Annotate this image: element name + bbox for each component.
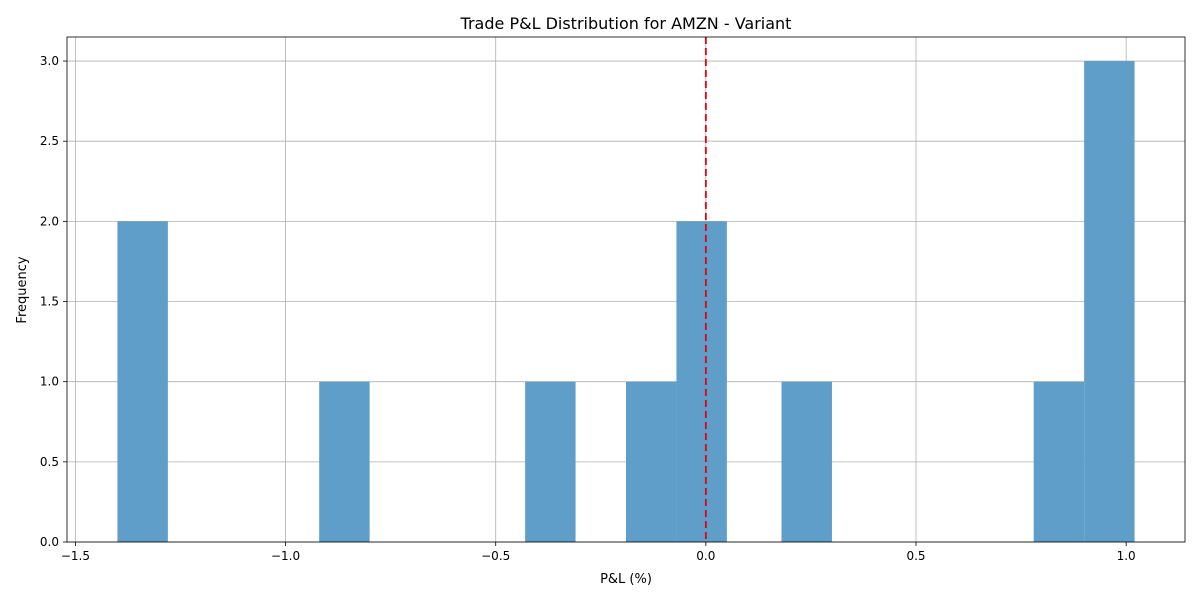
x-tick-label: 0.0 [696,549,715,563]
chart-title: Trade P&L Distribution for AMZN - Varian… [460,14,792,33]
y-axis-ticks: 0.0 0.5 1.0 1.5 2.0 2.5 3.0 [40,54,67,549]
histogram-bars [117,61,1135,543]
histogram-bar [781,381,832,542]
histogram-bar [117,221,168,542]
histogram-bar [1033,381,1085,542]
histogram-bar [525,381,576,542]
y-tick-label: 1.5 [40,295,59,309]
x-tick-label: 0.5 [906,549,925,563]
y-axis-label: Frequency [15,256,30,323]
x-axis-label: P&L (%) [600,572,652,587]
y-tick-label: 3.0 [40,54,59,68]
histogram-bar [1084,61,1135,543]
y-tick-label: 2.5 [40,134,59,148]
y-tick-label: 1.0 [40,375,59,389]
y-tick-label: 0.0 [40,535,59,549]
y-tick-label: 0.5 [40,455,59,469]
histogram-bar [626,381,677,542]
histogram-bar [676,221,727,542]
histogram-bar [319,381,370,542]
x-tick-label: −0.5 [481,549,510,563]
x-tick-label: −1.5 [61,549,90,563]
plot-frame [66,36,1186,543]
x-tick-label: −1.0 [271,549,300,563]
y-tick-label: 2.0 [40,214,59,228]
x-tick-label: 1.0 [1117,549,1136,563]
x-axis-ticks: −1.5 −1.0 −0.5 0.0 0.5 1.0 [61,542,1136,563]
